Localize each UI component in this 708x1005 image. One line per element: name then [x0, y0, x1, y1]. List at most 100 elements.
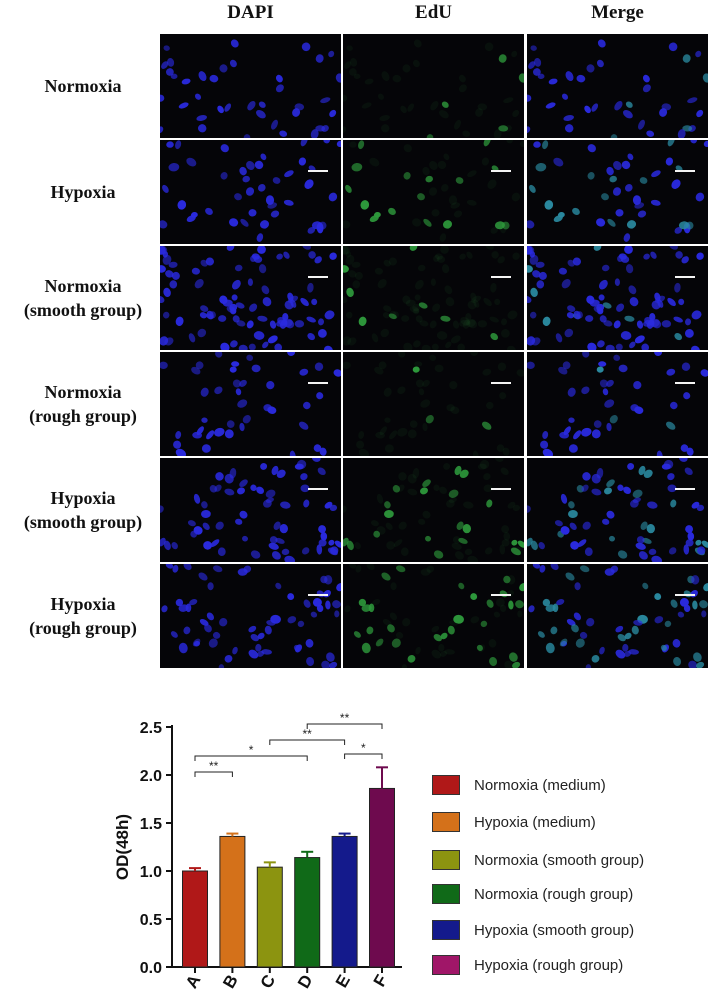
scale-bar	[308, 276, 328, 278]
legend-item-normoxia-rough: Normoxia (rough group)	[432, 884, 633, 904]
row-label-line1: Hypoxia	[50, 594, 116, 614]
scale-bar	[491, 488, 511, 490]
column-header-merge: Merge	[591, 2, 644, 23]
micrograph-edu	[343, 352, 524, 456]
micrograph-dapi	[160, 564, 341, 668]
row-label-normoxia-rough: Normoxia (rough group)	[8, 352, 158, 456]
significance-bracket	[306, 723, 383, 729]
x-tick-label: C	[257, 972, 280, 992]
od-bar-chart: 0.00.51.01.52.02.5OD(48h)A B C D E F********	[113, 711, 402, 992]
micrograph-edu	[343, 34, 524, 138]
micrograph-merge	[527, 352, 708, 456]
legend-swatch	[432, 884, 460, 904]
row-label-line1: Normoxia	[44, 276, 122, 296]
bar-C	[256, 866, 283, 968]
significance-label: *	[249, 743, 254, 757]
x-tick-label: A	[182, 972, 205, 992]
x-tick-label: B	[219, 972, 242, 992]
scale-bar	[675, 488, 695, 490]
legend-item-hypoxia-smooth: Hypoxia (smooth group)	[432, 920, 634, 940]
scale-bar	[491, 382, 511, 384]
legend-label: Normoxia (medium)	[474, 776, 606, 794]
row-label-line2: (rough group)	[29, 406, 137, 426]
x-tick-label: F	[370, 972, 392, 990]
micrograph-dapi	[160, 246, 341, 350]
row-label-line1: Normoxia	[44, 76, 122, 96]
column-header-edu: EdU	[415, 2, 452, 23]
row-label-line2: (smooth group)	[23, 512, 143, 532]
bar-E	[331, 835, 358, 968]
significance-label: **	[340, 711, 350, 725]
micrograph-merge	[527, 246, 708, 350]
legend-item-normoxia-smooth: Normoxia (smooth group)	[432, 850, 644, 870]
x-tick-label: E	[332, 972, 354, 991]
y-tick-label: 1.5	[140, 816, 162, 833]
scale-bar	[675, 276, 695, 278]
scale-bar	[308, 170, 328, 172]
legend-swatch	[432, 955, 460, 975]
y-tick-label: 1.0	[140, 864, 162, 881]
micrograph-merge	[527, 34, 708, 138]
legend-swatch	[432, 775, 460, 795]
y-tick-label: 2.0	[140, 768, 162, 785]
legend-label: Hypoxia (medium)	[474, 813, 596, 831]
x-tick-label: D	[294, 972, 317, 992]
micrograph-edu	[343, 140, 524, 244]
row-label-normoxia: Normoxia	[8, 34, 158, 138]
legend-label: Normoxia (smooth group)	[474, 851, 645, 869]
legend-label: Normoxia (rough group)	[474, 885, 634, 903]
legend-label: Hypoxia (rough group)	[474, 956, 624, 974]
y-tick-label: 0.5	[140, 912, 162, 929]
micrograph-dapi	[160, 140, 341, 244]
micrograph-edu	[343, 246, 524, 350]
row-label-line2: (smooth group)	[23, 300, 143, 320]
row-label-hypoxia-smooth: Hypoxia (smooth group)	[8, 458, 158, 562]
significance-bracket	[344, 753, 383, 759]
legend-label: Hypoxia (smooth group)	[474, 921, 635, 939]
micrograph-dapi	[160, 458, 341, 562]
scale-bar	[675, 382, 695, 384]
y-axis-label: OD(48h)	[113, 814, 132, 880]
row-label-line2: (rough group)	[29, 618, 137, 638]
scale-bar	[308, 488, 328, 490]
legend-swatch	[432, 812, 460, 832]
legend-item-hypoxia-medium: Hypoxia (medium)	[432, 812, 596, 832]
significance-bracket	[194, 755, 308, 761]
micrograph-dapi	[160, 352, 341, 456]
significance-label: **	[209, 759, 219, 773]
micrograph-merge	[527, 564, 708, 668]
legend-swatch	[432, 920, 460, 940]
row-label-line1: Hypoxia	[50, 182, 116, 202]
column-header-dapi: DAPI	[227, 2, 274, 23]
significance-label: **	[303, 727, 313, 741]
micrograph-edu	[343, 458, 524, 562]
bar-D	[294, 857, 321, 968]
row-label-line1: Hypoxia	[50, 488, 116, 508]
scale-bar	[491, 276, 511, 278]
legend-item-normoxia-medium: Normoxia (medium)	[432, 775, 606, 795]
row-label-line1: Normoxia	[44, 382, 122, 402]
scale-bar	[675, 594, 695, 596]
micrograph-merge	[527, 458, 708, 562]
row-label-hypoxia: Hypoxia	[8, 140, 158, 244]
bar-F	[369, 787, 395, 968]
bar-A	[182, 870, 208, 968]
micrograph-dapi	[160, 34, 341, 138]
scale-bar	[491, 170, 511, 172]
legend-swatch	[432, 850, 460, 870]
scale-bar	[491, 594, 511, 596]
scale-bar	[308, 594, 328, 596]
row-label-hypoxia-rough: Hypoxia (rough group)	[8, 564, 158, 668]
significance-bracket	[194, 771, 233, 777]
bar-B	[219, 835, 246, 968]
y-tick-label: 0.0	[140, 960, 162, 977]
scale-bar	[675, 170, 695, 172]
scale-bar	[308, 382, 328, 384]
micrograph-merge	[527, 140, 708, 244]
row-label-normoxia-smooth: Normoxia (smooth group)	[8, 246, 158, 350]
micrograph-edu	[343, 564, 524, 668]
y-tick-label: 2.5	[140, 720, 162, 737]
legend-item-hypoxia-rough: Hypoxia (rough group)	[432, 955, 623, 975]
significance-label: *	[361, 741, 366, 755]
significance-bracket	[269, 739, 346, 745]
